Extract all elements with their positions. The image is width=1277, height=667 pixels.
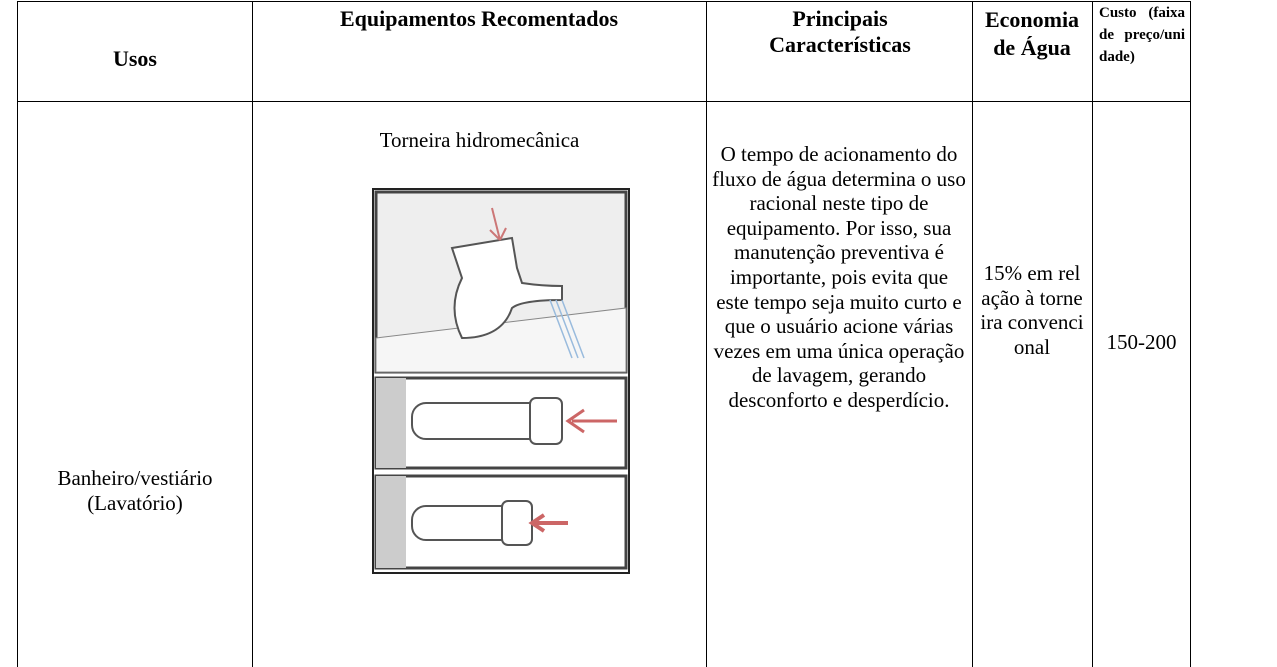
faucet-illustration [372,188,630,574]
border [17,101,1191,102]
economia: 15% em relação à torneira convencional [980,261,1084,359]
border [706,1,707,667]
border [1190,1,1191,667]
equipamento: Torneira hidromecânica [379,128,580,152]
custo: 150-200 [1106,330,1177,354]
uso: Banheiro/vestiário (Lavatório) [57,466,213,515]
header-cell: Economia de Água [984,7,1080,60]
border [1092,1,1093,667]
header-cell: Equipamentos Recomentados [339,6,619,31]
border [17,1,18,667]
border [252,1,253,667]
header-cell: Usos [112,46,157,71]
header-cell: Principais Características [769,6,911,57]
caracteristicas: O tempo de acionamento do fluxo de água … [712,142,966,412]
border [17,1,1191,2]
header-cell: Custo (faixa de preço/unidade) [1099,5,1185,65]
border [972,1,973,667]
